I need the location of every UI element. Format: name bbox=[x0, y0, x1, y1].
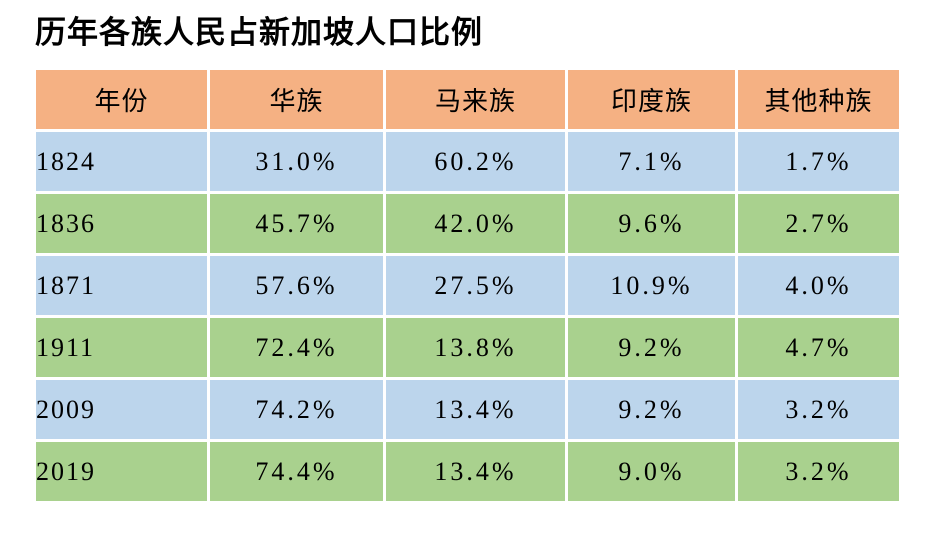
indian-pct-cell: 9.6% bbox=[565, 191, 738, 257]
others-pct-cell: 3.2% bbox=[735, 377, 902, 443]
year-cell: 1871 bbox=[33, 253, 210, 319]
indian-pct-cell: 10.9% bbox=[565, 253, 738, 319]
chinese-pct-cell: 74.4% bbox=[207, 439, 386, 505]
col-header-year: 年份 bbox=[33, 67, 210, 133]
table-header: 年份 华族 马来族 印度族 其他种族 bbox=[33, 67, 902, 133]
col-header-indian: 印度族 bbox=[565, 67, 738, 133]
malay-pct-cell: 13.4% bbox=[383, 439, 568, 505]
year-cell: 1824 bbox=[33, 129, 210, 195]
indian-pct-cell: 9.2% bbox=[565, 315, 738, 381]
malay-pct-cell: 13.8% bbox=[383, 315, 568, 381]
table-row-1836: 1836 45.7% 42.0% 9.6% 2.7% bbox=[33, 191, 902, 257]
table-row-2019: 2019 74.4% 13.4% 9.0% 3.2% bbox=[33, 439, 902, 505]
malay-pct-cell: 27.5% bbox=[383, 253, 568, 319]
col-header-malay: 马来族 bbox=[383, 67, 568, 133]
header-row: 年份 华族 马来族 印度族 其他种族 bbox=[33, 67, 902, 133]
year-cell: 2009 bbox=[33, 377, 210, 443]
year-cell: 1911 bbox=[33, 315, 210, 381]
table-row-1911: 1911 72.4% 13.8% 9.2% 4.7% bbox=[33, 315, 902, 381]
indian-pct-cell: 9.2% bbox=[565, 377, 738, 443]
others-pct-cell: 2.7% bbox=[735, 191, 902, 257]
population-ratio-table: 年份 华族 马来族 印度族 其他种族 1824 31.0% 60.2% 7.1%… bbox=[33, 67, 902, 505]
chinese-pct-cell: 57.6% bbox=[207, 253, 386, 319]
col-header-chinese: 华族 bbox=[207, 67, 386, 133]
others-pct-cell: 3.2% bbox=[735, 439, 902, 505]
table-body: 1824 31.0% 60.2% 7.1% 1.7% 1836 45.7% 42… bbox=[33, 129, 902, 505]
others-pct-cell: 1.7% bbox=[735, 129, 902, 195]
chinese-pct-cell: 31.0% bbox=[207, 129, 386, 195]
others-pct-cell: 4.0% bbox=[735, 253, 902, 319]
chinese-pct-cell: 72.4% bbox=[207, 315, 386, 381]
indian-pct-cell: 7.1% bbox=[565, 129, 738, 195]
malay-pct-cell: 13.4% bbox=[383, 377, 568, 443]
table-row-1824: 1824 31.0% 60.2% 7.1% 1.7% bbox=[33, 129, 902, 195]
year-cell: 2019 bbox=[33, 439, 210, 505]
col-header-others: 其他种族 bbox=[735, 67, 902, 133]
table-row-1871: 1871 57.6% 27.5% 10.9% 4.0% bbox=[33, 253, 902, 319]
others-pct-cell: 4.7% bbox=[735, 315, 902, 381]
table-row-2009: 2009 74.2% 13.4% 9.2% 3.2% bbox=[33, 377, 902, 443]
malay-pct-cell: 60.2% bbox=[383, 129, 568, 195]
malay-pct-cell: 42.0% bbox=[383, 191, 568, 257]
page-title: 历年各族人民占新加坡人口比例 bbox=[35, 15, 483, 50]
chinese-pct-cell: 45.7% bbox=[207, 191, 386, 257]
chinese-pct-cell: 74.2% bbox=[207, 377, 386, 443]
year-cell: 1836 bbox=[33, 191, 210, 257]
indian-pct-cell: 9.0% bbox=[565, 439, 738, 505]
